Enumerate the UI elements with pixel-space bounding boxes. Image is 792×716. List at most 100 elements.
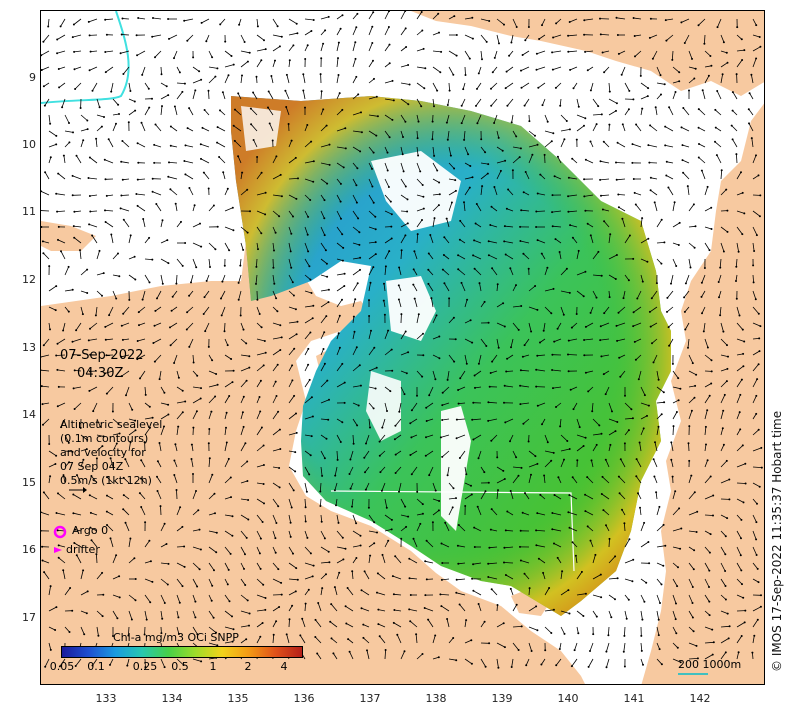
velocity-arrow-head — [682, 171, 685, 174]
velocity-arrow-head — [502, 469, 505, 472]
velocity-arrow-head — [82, 569, 85, 572]
velocity-arrow — [684, 322, 690, 330]
velocity-arrow — [464, 319, 471, 324]
velocity-arrow-head — [105, 392, 108, 395]
velocity-arrow — [384, 498, 388, 508]
velocity-arrow-head — [536, 143, 539, 146]
velocity-arrow — [144, 82, 150, 89]
velocity-arrow-head — [237, 281, 240, 284]
velocity-arrow-head — [56, 38, 59, 41]
velocity-arrow-head — [496, 283, 499, 286]
velocity-arrow — [736, 482, 746, 484]
velocity-arrow — [208, 354, 213, 361]
velocity-arrow — [256, 636, 261, 644]
velocity-arrow-head — [388, 11, 390, 13]
velocity-arrow — [560, 626, 565, 635]
velocity-arrow-head — [184, 400, 187, 403]
velocity-arrow-head — [170, 309, 173, 312]
velocity-arrow — [234, 109, 242, 116]
velocity-arrow-head — [86, 292, 89, 294]
velocity-arrow-head — [252, 91, 255, 94]
velocity-arrow-head — [627, 108, 630, 111]
velocity-arrow-head — [403, 650, 406, 653]
velocity-arrow-head — [739, 554, 742, 557]
velocity-arrow — [504, 241, 514, 244]
velocity-arrow-head — [697, 126, 700, 129]
velocity-arrow — [240, 34, 245, 43]
velocity-arrow — [720, 578, 726, 587]
velocity-arrow-head — [383, 313, 386, 316]
velocity-arrow — [656, 506, 660, 516]
velocity-arrow — [256, 609, 266, 612]
velocity-arrow-head — [558, 251, 561, 253]
velocity-arrow-head — [486, 172, 489, 175]
velocity-arrow — [383, 283, 386, 292]
velocity-arrow-head — [351, 505, 353, 508]
velocity-arrow-head — [714, 108, 717, 111]
velocity-arrow — [222, 172, 226, 180]
velocity-arrow-head — [600, 194, 602, 197]
velocity-arrow-head — [740, 378, 743, 381]
velocity-arrow-head — [425, 578, 428, 581]
velocity-arrow-head — [203, 109, 206, 111]
velocity-arrow — [176, 426, 179, 436]
velocity-arrow-head — [600, 432, 603, 435]
velocity-arrow-head — [440, 50, 443, 53]
velocity-arrow-head — [210, 599, 213, 602]
velocity-arrow — [187, 34, 194, 41]
velocity-arrow-head — [260, 59, 263, 62]
velocity-arrow-head — [341, 421, 344, 424]
velocity-arrow — [320, 514, 323, 522]
velocity-arrow — [208, 258, 211, 268]
velocity-arrow — [432, 315, 437, 324]
velocity-arrow-head — [41, 529, 42, 532]
velocity-arrow-head — [489, 528, 492, 531]
velocity-arrow — [524, 492, 530, 500]
velocity-arrow — [617, 142, 626, 148]
velocity-arrow — [618, 50, 626, 55]
velocity-arrow — [74, 50, 82, 53]
velocity-arrow — [732, 91, 738, 100]
velocity-arrow-head — [410, 436, 413, 439]
velocity-arrow-head — [184, 173, 187, 176]
velocity-arrow-head — [554, 238, 557, 241]
velocity-arrow-head — [760, 446, 763, 449]
velocity-arrow — [720, 226, 728, 233]
velocity-arrow-head — [552, 287, 555, 290]
velocity-arrow-head — [163, 666, 166, 669]
velocity-arrow — [192, 79, 202, 84]
velocity-arrow — [208, 384, 218, 388]
velocity-arrow — [672, 370, 679, 379]
velocity-arrow-head — [709, 475, 712, 478]
velocity-arrow — [393, 622, 402, 628]
velocity-arrow-head — [583, 19, 586, 22]
velocity-arrow-head — [719, 314, 722, 317]
velocity-arrow — [90, 50, 98, 52]
velocity-arrow-head — [295, 412, 297, 415]
velocity-arrow — [240, 638, 247, 644]
velocity-arrow-head — [758, 36, 761, 38]
velocity-arrow-head — [404, 120, 407, 123]
velocity-arrow-head — [550, 140, 553, 143]
velocity-arrow-head — [258, 313, 261, 315]
velocity-arrow-head — [203, 296, 206, 299]
velocity-arrow — [752, 378, 758, 388]
velocity-arrow — [639, 507, 642, 516]
velocity-arrow — [608, 626, 610, 636]
velocity-arrow-head — [535, 605, 538, 608]
velocity-arrow — [175, 444, 178, 452]
velocity-arrow-head — [473, 239, 476, 242]
velocity-arrow — [569, 494, 578, 500]
drifter-marker-icon — [54, 547, 62, 553]
velocity-arrow-head — [657, 618, 660, 621]
velocity-arrow — [416, 498, 424, 505]
velocity-arrow-head — [314, 618, 317, 621]
velocity-arrow — [272, 411, 279, 420]
velocity-arrow-head — [458, 238, 461, 241]
velocity-arrow-head — [207, 345, 210, 348]
velocity-arrow-head — [589, 89, 592, 92]
velocity-arrow-head — [580, 570, 583, 573]
velocity-arrow — [400, 651, 405, 660]
velocity-arrow-head — [440, 542, 443, 545]
velocity-arrow — [672, 546, 681, 550]
